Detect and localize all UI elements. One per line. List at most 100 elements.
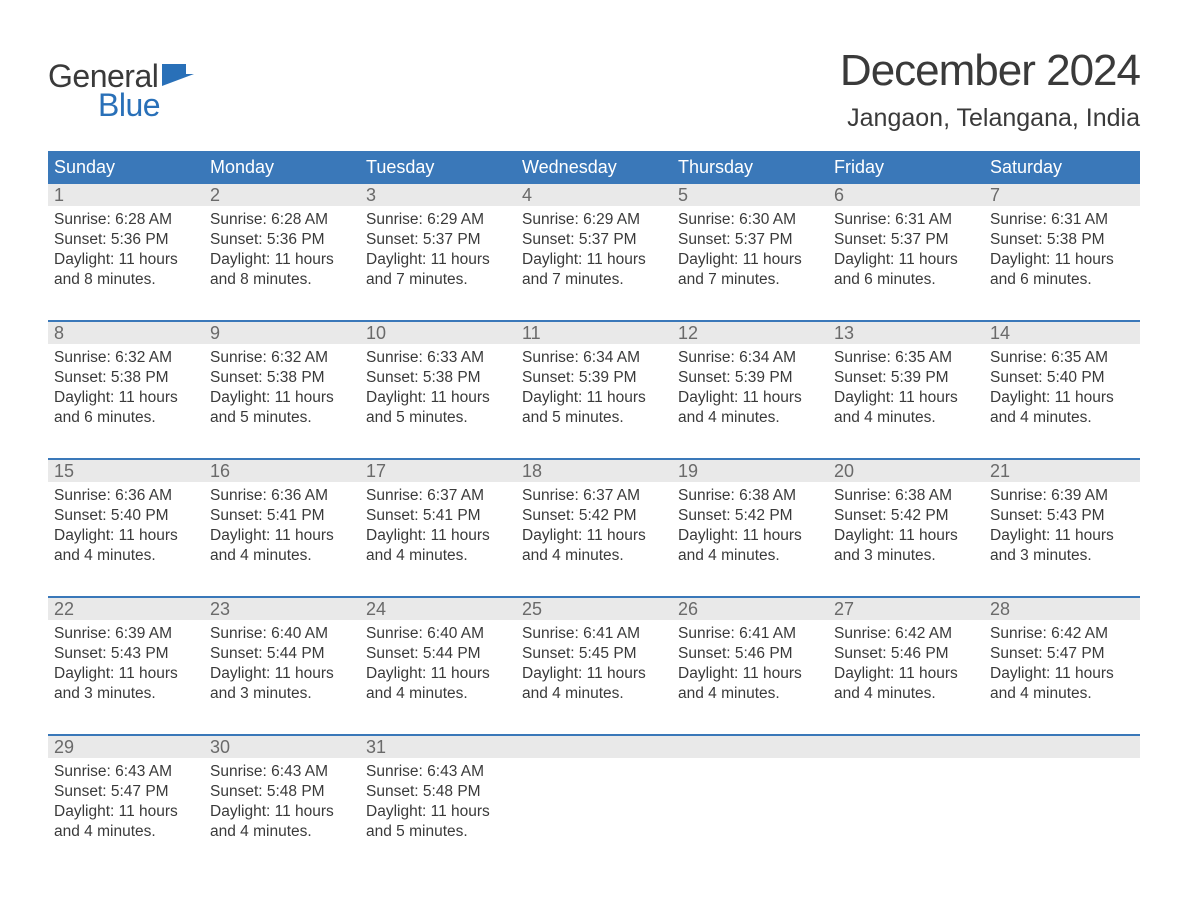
sunset-line: Sunset: 5:36 PM (54, 230, 198, 250)
daylight-line: Daylight: 11 hours and 5 minutes. (366, 388, 510, 428)
sunrise-line: Sunrise: 6:35 AM (834, 348, 978, 368)
day-number: 4 (516, 184, 672, 206)
day-body: Sunrise: 6:41 AMSunset: 5:46 PMDaylight:… (672, 620, 828, 706)
sunrise-line: Sunrise: 6:32 AM (210, 348, 354, 368)
day-body: Sunrise: 6:39 AMSunset: 5:43 PMDaylight:… (984, 482, 1140, 568)
sunrise-line: Sunrise: 6:39 AM (990, 486, 1134, 506)
sunrise-line: Sunrise: 6:41 AM (678, 624, 822, 644)
sunset-line: Sunset: 5:42 PM (678, 506, 822, 526)
day-number: 31 (360, 736, 516, 758)
sunrise-line: Sunrise: 6:36 AM (54, 486, 198, 506)
daylight-line: Daylight: 11 hours and 4 minutes. (210, 802, 354, 842)
daylight-line: Daylight: 11 hours and 3 minutes. (834, 526, 978, 566)
sunset-line: Sunset: 5:38 PM (990, 230, 1134, 250)
day-cell: 4Sunrise: 6:29 AMSunset: 5:37 PMDaylight… (516, 184, 672, 304)
day-body: Sunrise: 6:32 AMSunset: 5:38 PMDaylight:… (48, 344, 204, 430)
sunrise-line: Sunrise: 6:31 AM (990, 210, 1134, 230)
sunset-line: Sunset: 5:39 PM (522, 368, 666, 388)
weekday-label: Thursday (672, 151, 828, 184)
daylight-line: Daylight: 11 hours and 4 minutes. (678, 388, 822, 428)
sunset-line: Sunset: 5:47 PM (990, 644, 1134, 664)
weekday-label: Tuesday (360, 151, 516, 184)
sunset-line: Sunset: 5:38 PM (210, 368, 354, 388)
sunset-line: Sunset: 5:44 PM (366, 644, 510, 664)
day-cell (672, 736, 828, 856)
day-number: 26 (672, 598, 828, 620)
day-number: 17 (360, 460, 516, 482)
month-title: December 2024 (840, 46, 1140, 96)
week-row: 1Sunrise: 6:28 AMSunset: 5:36 PMDaylight… (48, 184, 1140, 304)
daylight-line: Daylight: 11 hours and 4 minutes. (834, 388, 978, 428)
day-cell (984, 736, 1140, 856)
week-row: 22Sunrise: 6:39 AMSunset: 5:43 PMDayligh… (48, 596, 1140, 718)
day-number-empty (672, 736, 828, 758)
day-cell: 7Sunrise: 6:31 AMSunset: 5:38 PMDaylight… (984, 184, 1140, 304)
daylight-line: Daylight: 11 hours and 8 minutes. (210, 250, 354, 290)
day-body: Sunrise: 6:39 AMSunset: 5:43 PMDaylight:… (48, 620, 204, 706)
sunrise-line: Sunrise: 6:42 AM (990, 624, 1134, 644)
day-cell (828, 736, 984, 856)
sunrise-line: Sunrise: 6:43 AM (366, 762, 510, 782)
day-body: Sunrise: 6:32 AMSunset: 5:38 PMDaylight:… (204, 344, 360, 430)
day-body: Sunrise: 6:43 AMSunset: 5:48 PMDaylight:… (204, 758, 360, 844)
day-cell: 31Sunrise: 6:43 AMSunset: 5:48 PMDayligh… (360, 736, 516, 856)
sunset-line: Sunset: 5:42 PM (522, 506, 666, 526)
day-number: 28 (984, 598, 1140, 620)
day-number: 9 (204, 322, 360, 344)
daylight-line: Daylight: 11 hours and 4 minutes. (678, 664, 822, 704)
day-body: Sunrise: 6:28 AMSunset: 5:36 PMDaylight:… (48, 206, 204, 292)
location: Jangaon, Telangana, India (840, 104, 1140, 133)
sunset-line: Sunset: 5:43 PM (54, 644, 198, 664)
daylight-line: Daylight: 11 hours and 8 minutes. (54, 250, 198, 290)
daylight-line: Daylight: 11 hours and 4 minutes. (366, 664, 510, 704)
day-cell: 27Sunrise: 6:42 AMSunset: 5:46 PMDayligh… (828, 598, 984, 718)
day-cell: 22Sunrise: 6:39 AMSunset: 5:43 PMDayligh… (48, 598, 204, 718)
sunset-line: Sunset: 5:40 PM (54, 506, 198, 526)
daylight-line: Daylight: 11 hours and 6 minutes. (990, 250, 1134, 290)
daylight-line: Daylight: 11 hours and 5 minutes. (210, 388, 354, 428)
sunset-line: Sunset: 5:41 PM (366, 506, 510, 526)
daylight-line: Daylight: 11 hours and 4 minutes. (678, 526, 822, 566)
day-body: Sunrise: 6:40 AMSunset: 5:44 PMDaylight:… (360, 620, 516, 706)
calendar: SundayMondayTuesdayWednesdayThursdayFrid… (48, 151, 1140, 856)
day-number: 10 (360, 322, 516, 344)
weekday-label: Saturday (984, 151, 1140, 184)
day-number: 24 (360, 598, 516, 620)
sunrise-line: Sunrise: 6:43 AM (210, 762, 354, 782)
day-body: Sunrise: 6:34 AMSunset: 5:39 PMDaylight:… (672, 344, 828, 430)
day-number: 30 (204, 736, 360, 758)
sunrise-line: Sunrise: 6:36 AM (210, 486, 354, 506)
day-body: Sunrise: 6:42 AMSunset: 5:46 PMDaylight:… (828, 620, 984, 706)
sunset-line: Sunset: 5:46 PM (834, 644, 978, 664)
day-cell: 26Sunrise: 6:41 AMSunset: 5:46 PMDayligh… (672, 598, 828, 718)
day-body: Sunrise: 6:35 AMSunset: 5:39 PMDaylight:… (828, 344, 984, 430)
sunset-line: Sunset: 5:45 PM (522, 644, 666, 664)
day-cell (516, 736, 672, 856)
daylight-line: Daylight: 11 hours and 4 minutes. (834, 664, 978, 704)
daylight-line: Daylight: 11 hours and 4 minutes. (366, 526, 510, 566)
day-cell: 3Sunrise: 6:29 AMSunset: 5:37 PMDaylight… (360, 184, 516, 304)
day-cell: 9Sunrise: 6:32 AMSunset: 5:38 PMDaylight… (204, 322, 360, 442)
day-cell: 6Sunrise: 6:31 AMSunset: 5:37 PMDaylight… (828, 184, 984, 304)
day-cell: 11Sunrise: 6:34 AMSunset: 5:39 PMDayligh… (516, 322, 672, 442)
sunset-line: Sunset: 5:39 PM (678, 368, 822, 388)
day-cell: 1Sunrise: 6:28 AMSunset: 5:36 PMDaylight… (48, 184, 204, 304)
day-number-empty (984, 736, 1140, 758)
sunrise-line: Sunrise: 6:28 AM (210, 210, 354, 230)
weeks: 1Sunrise: 6:28 AMSunset: 5:36 PMDaylight… (48, 184, 1140, 856)
sunrise-line: Sunrise: 6:30 AM (678, 210, 822, 230)
weekday-label: Friday (828, 151, 984, 184)
day-number: 23 (204, 598, 360, 620)
sunrise-line: Sunrise: 6:37 AM (366, 486, 510, 506)
week-row: 15Sunrise: 6:36 AMSunset: 5:40 PMDayligh… (48, 458, 1140, 580)
day-body: Sunrise: 6:31 AMSunset: 5:38 PMDaylight:… (984, 206, 1140, 292)
day-cell: 17 Sunrise: 6:37 AMSunset: 5:41 PMDayligh… (360, 460, 516, 580)
day-number: 5 (672, 184, 828, 206)
day-cell: 19Sunrise: 6:38 AMSunset: 5:42 PMDayligh… (672, 460, 828, 580)
day-number: 3 (360, 184, 516, 206)
day-cell: 20Sunrise: 6:38 AMSunset: 5:42 PMDayligh… (828, 460, 984, 580)
day-number-empty (828, 736, 984, 758)
sunset-line: Sunset: 5:37 PM (366, 230, 510, 250)
day-body: Sunrise: 6:42 AMSunset: 5:47 PMDaylight:… (984, 620, 1140, 706)
day-number: 7 (984, 184, 1140, 206)
